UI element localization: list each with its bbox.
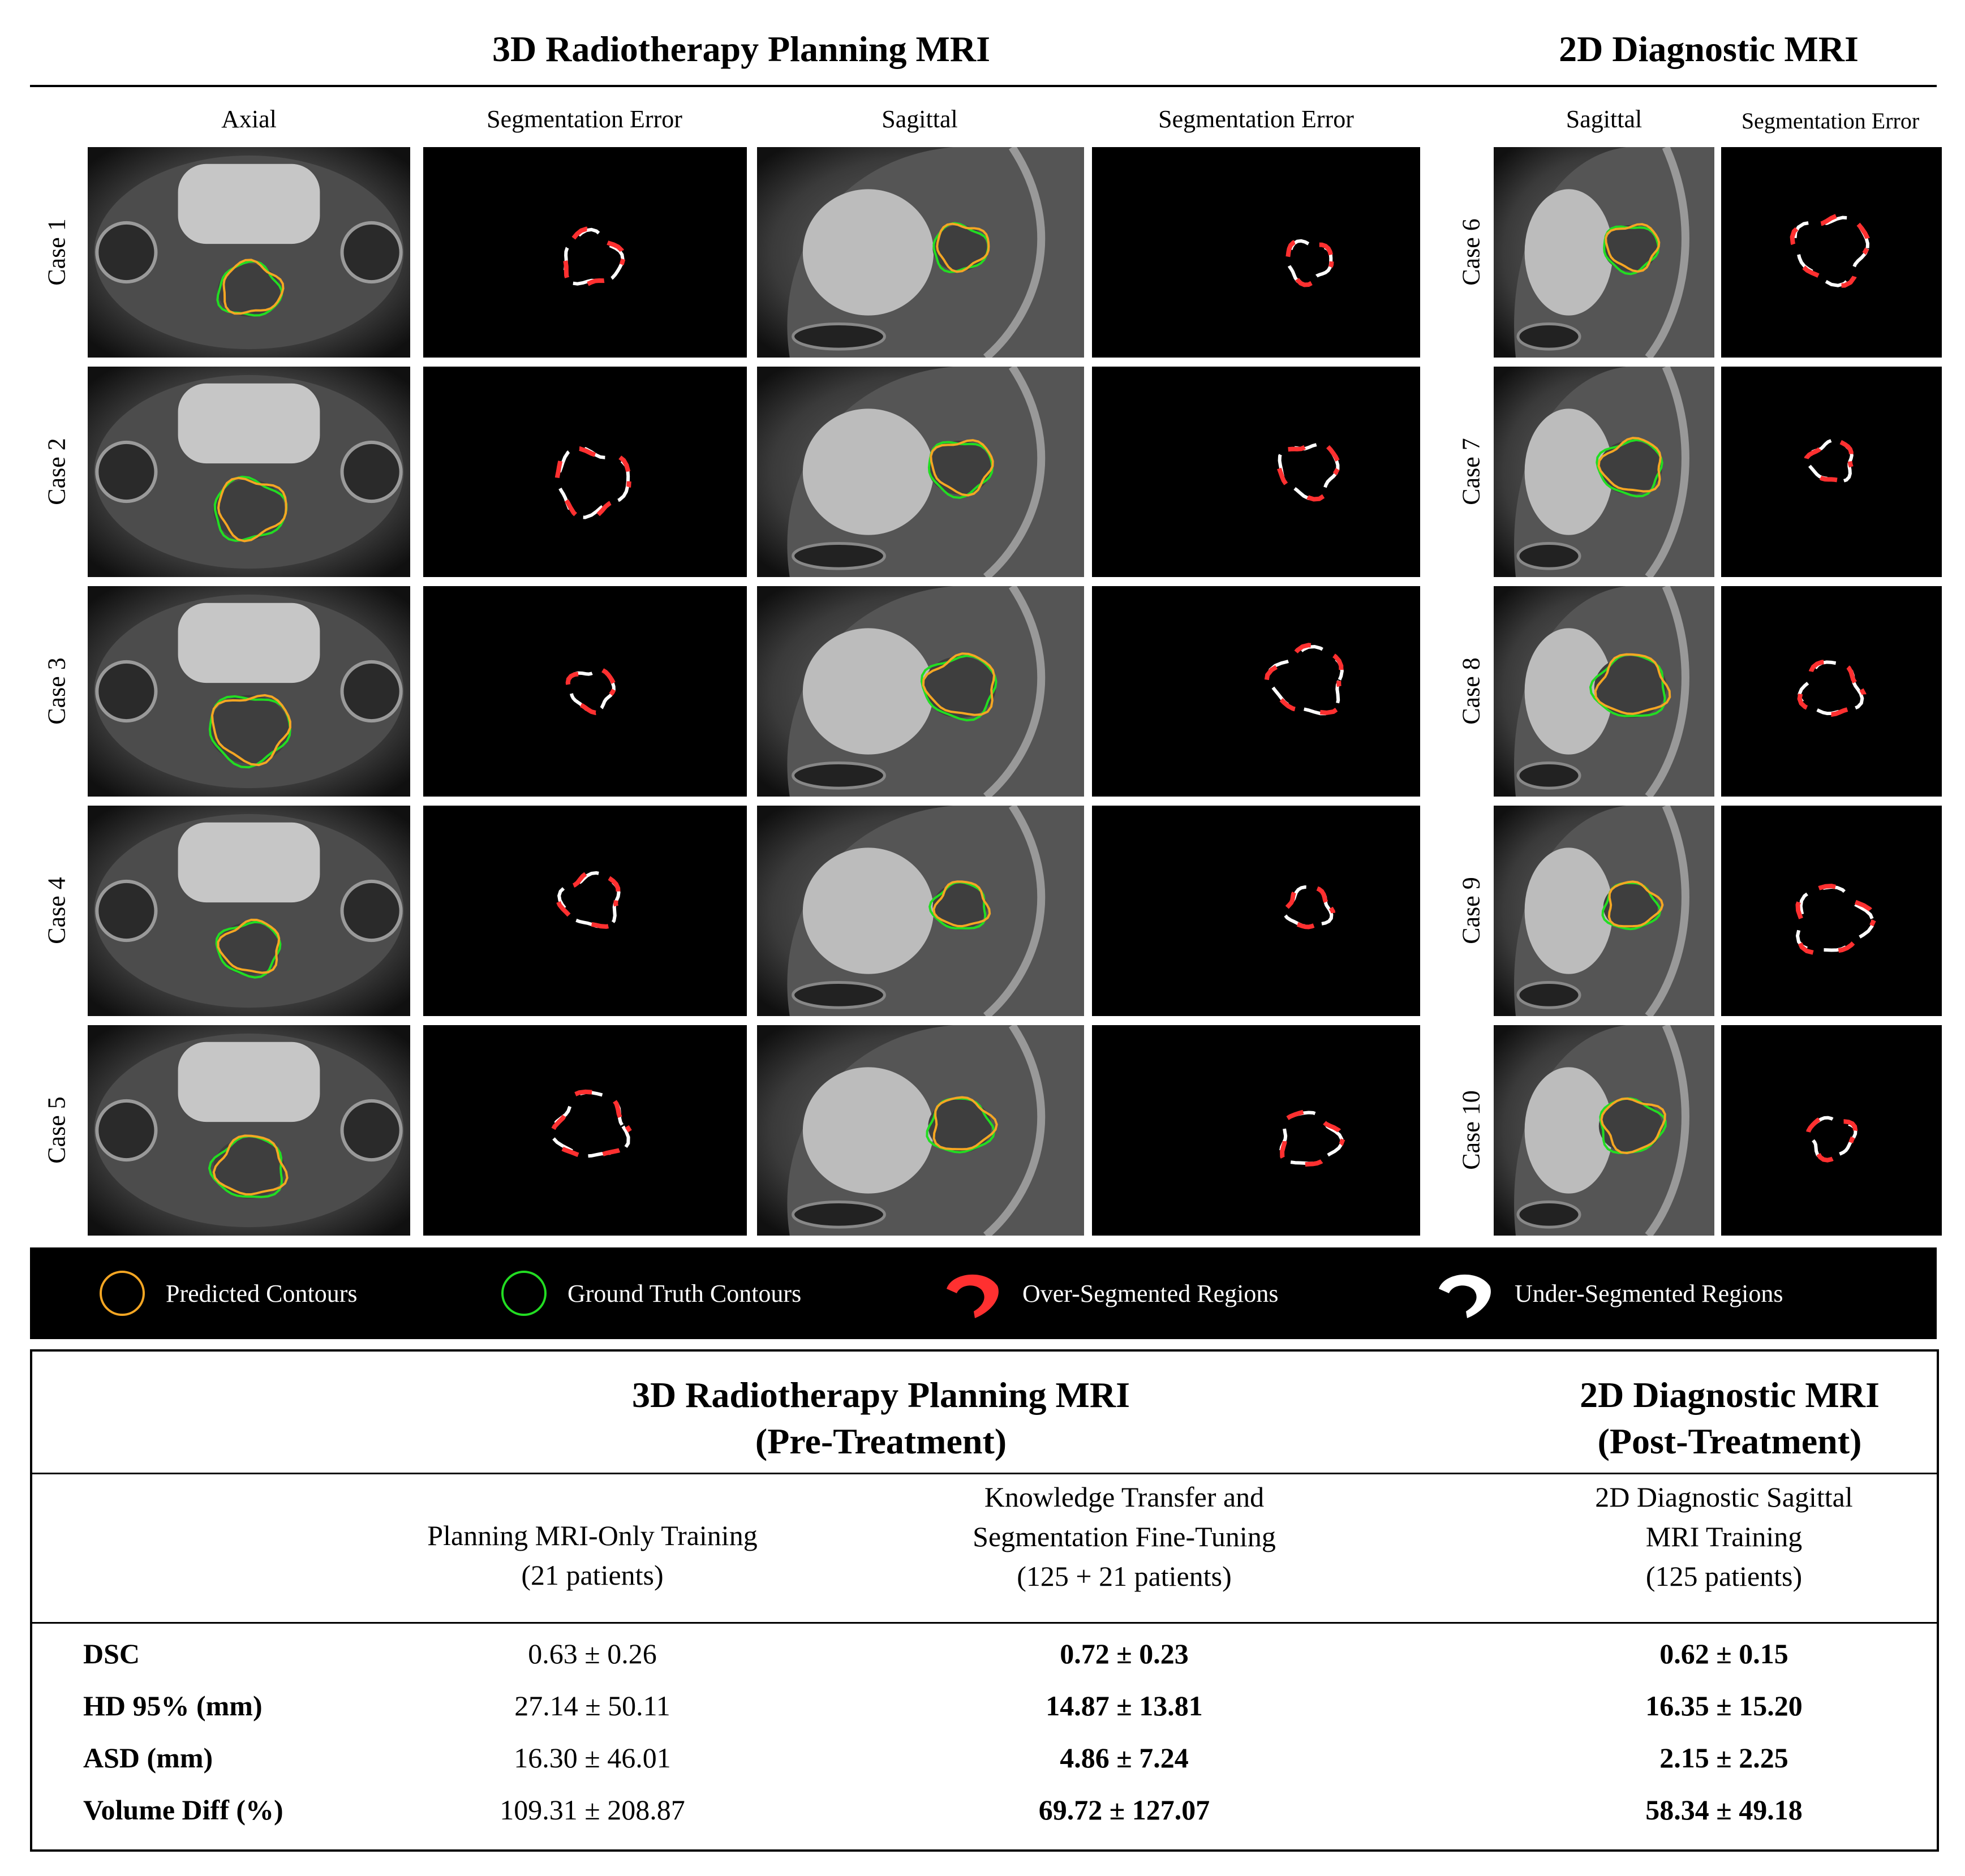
col1-header-line2: (21 patients) bbox=[521, 1559, 664, 1591]
col2-header-line2: Segmentation Fine-Tuning bbox=[973, 1521, 1276, 1552]
table-rule-2 bbox=[32, 1622, 1937, 1624]
sagittal-mri-image bbox=[757, 586, 1084, 797]
table-right-header-line2: (Post-Treatment) bbox=[1597, 1421, 1862, 1461]
case-label: Case 2 bbox=[42, 438, 71, 505]
segmentation-error-map bbox=[423, 586, 747, 797]
segmentation-error-map bbox=[423, 367, 747, 577]
case-label: Case 4 bbox=[42, 877, 71, 944]
predicted-contour-icon bbox=[100, 1271, 145, 1316]
sagittal-mri-image bbox=[1494, 1025, 1714, 1236]
segmentation-error-map bbox=[1721, 367, 1942, 577]
legend-predicted: Predicted Contours bbox=[98, 1247, 358, 1339]
legend-predicted-label: Predicted Contours bbox=[166, 1279, 358, 1307]
segmentation-error-map bbox=[1721, 806, 1942, 1016]
segmentation-error-map bbox=[423, 1025, 747, 1236]
metric-name: Volume Diff (%) bbox=[83, 1794, 283, 1826]
axial-mri-image bbox=[88, 1025, 410, 1236]
case-label: Case 5 bbox=[42, 1096, 71, 1164]
segmentation-error-map bbox=[1092, 1025, 1420, 1236]
metric-value-diagnostic: 0.62 ± 0.15 bbox=[1659, 1638, 1788, 1670]
col-head-sagittal-1: Sagittal bbox=[882, 105, 958, 133]
case-label: Case 1 bbox=[42, 218, 71, 286]
col-head-seg-error-3: Segmentation Error bbox=[1741, 108, 1920, 134]
sagittal-mri-image bbox=[757, 367, 1084, 577]
metric-value-diagnostic: 2.15 ± 2.25 bbox=[1659, 1742, 1788, 1774]
under-segmented-region-icon bbox=[1439, 1274, 1491, 1318]
over-segmented-region-icon bbox=[947, 1274, 999, 1318]
metric-value-planning: 109.31 ± 208.87 bbox=[500, 1794, 685, 1826]
right-section-title: 2D Diagnostic MRI bbox=[1559, 29, 1859, 69]
title-rule bbox=[30, 85, 1937, 87]
metric-value-transfer: 14.87 ± 13.81 bbox=[1046, 1690, 1203, 1722]
axial-mri-image bbox=[88, 586, 410, 797]
table-rule-1 bbox=[32, 1473, 1937, 1474]
col1-header-line1: Planning MRI-Only Training bbox=[427, 1520, 758, 1551]
col3-header-line1: 2D Diagnostic Sagittal bbox=[1595, 1481, 1853, 1513]
metric-name: DSC bbox=[83, 1638, 140, 1670]
col-head-seg-error-2: Segmentation Error bbox=[1158, 105, 1354, 133]
sagittal-mri-image bbox=[757, 1025, 1084, 1236]
col-head-sagittal-2: Sagittal bbox=[1566, 105, 1642, 133]
segmentation-error-map bbox=[1721, 147, 1942, 358]
col-head-seg-error-1: Segmentation Error bbox=[487, 105, 682, 133]
ground-truth-contour-icon bbox=[501, 1271, 547, 1316]
case-label: Case 7 bbox=[1457, 438, 1485, 505]
metric-value-transfer: 4.86 ± 7.24 bbox=[1060, 1742, 1189, 1774]
sagittal-mri-image bbox=[1494, 806, 1714, 1016]
results-table: 3D Radiotherapy Planning MRI (Pre-Treatm… bbox=[30, 1349, 1939, 1852]
legend-ground-truth: Ground Truth Contours bbox=[500, 1247, 801, 1339]
case-label: Case 3 bbox=[42, 657, 71, 725]
legend-under-label: Under-Segmented Regions bbox=[1515, 1279, 1783, 1307]
case-label: Case 9 bbox=[1457, 877, 1485, 944]
metric-value-diagnostic: 16.35 ± 15.20 bbox=[1645, 1690, 1803, 1722]
legend-bar: Predicted Contours Ground Truth Contours… bbox=[30, 1247, 1937, 1339]
segmentation-error-map bbox=[1092, 147, 1420, 358]
col2-header-line3: (125 + 21 patients) bbox=[1017, 1560, 1232, 1592]
col3-header-line3: (125 patients) bbox=[1645, 1560, 1803, 1592]
segmentation-error-map bbox=[1092, 367, 1420, 577]
segmentation-error-map bbox=[423, 806, 747, 1016]
left-section-title: 3D Radiotherapy Planning MRI bbox=[492, 29, 991, 69]
metric-value-planning: 16.30 ± 46.01 bbox=[514, 1742, 671, 1774]
segmentation-error-map bbox=[1721, 586, 1942, 797]
sagittal-mri-image bbox=[757, 806, 1084, 1016]
case-label: Case 10 bbox=[1457, 1090, 1485, 1170]
case-label: Case 8 bbox=[1457, 657, 1485, 725]
metric-value-planning: 0.63 ± 0.26 bbox=[528, 1638, 657, 1670]
segmentation-error-map bbox=[1092, 806, 1420, 1016]
table-left-header-line1: 3D Radiotherapy Planning MRI bbox=[631, 1375, 1130, 1415]
sagittal-mri-image bbox=[1494, 367, 1714, 577]
metric-value-diagnostic: 58.34 ± 49.18 bbox=[1645, 1794, 1803, 1826]
col2-header-line1: Knowledge Transfer and bbox=[984, 1481, 1265, 1513]
sagittal-mri-image bbox=[1494, 147, 1714, 358]
axial-mri-image bbox=[88, 806, 410, 1016]
table-right-header-line1: 2D Diagnostic MRI bbox=[1580, 1375, 1880, 1415]
metric-value-transfer: 69.72 ± 127.07 bbox=[1038, 1794, 1210, 1826]
axial-mri-image bbox=[88, 367, 410, 577]
axial-mri-image bbox=[88, 147, 410, 358]
segmentation-error-map bbox=[1721, 1025, 1942, 1236]
sagittal-mri-image bbox=[757, 147, 1084, 358]
col3-header-line2: MRI Training bbox=[1645, 1521, 1803, 1552]
metric-name: HD 95% (mm) bbox=[83, 1690, 263, 1722]
legend-under: Under-Segmented Regions bbox=[1433, 1247, 1783, 1339]
segmentation-error-map bbox=[1092, 586, 1420, 797]
segmentation-error-map bbox=[423, 147, 747, 358]
legend-over: Over-Segmented Regions bbox=[941, 1247, 1278, 1339]
col-head-axial: Axial bbox=[221, 105, 277, 133]
legend-ground-truth-label: Ground Truth Contours bbox=[567, 1279, 802, 1307]
legend-over-label: Over-Segmented Regions bbox=[1022, 1279, 1279, 1307]
table-left-header-line2: (Pre-Treatment) bbox=[755, 1421, 1007, 1461]
metric-name: ASD (mm) bbox=[83, 1742, 213, 1774]
metric-value-transfer: 0.72 ± 0.23 bbox=[1060, 1638, 1189, 1670]
sagittal-mri-image bbox=[1494, 586, 1714, 797]
case-label: Case 6 bbox=[1457, 218, 1485, 286]
metric-value-planning: 27.14 ± 50.11 bbox=[514, 1690, 670, 1722]
